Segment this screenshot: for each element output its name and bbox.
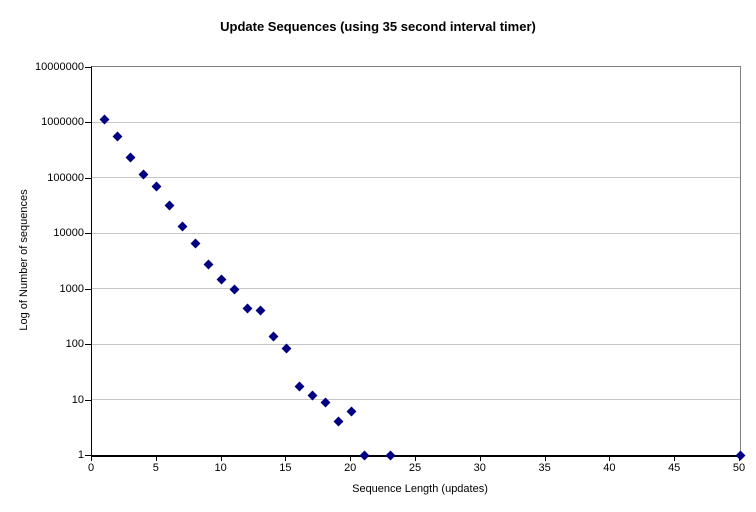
y-tick-label: 10000 <box>53 227 84 240</box>
data-point-marker <box>151 181 162 192</box>
x-tick-mark <box>479 457 481 461</box>
y-axis-title: Log of Number of sequences <box>18 189 30 331</box>
data-point-marker <box>164 200 175 211</box>
x-tick-label: 45 <box>668 462 681 474</box>
y-tick-label: 10 <box>71 393 84 406</box>
gridline <box>92 343 740 345</box>
y-tick-mark <box>85 122 91 124</box>
gridline <box>92 177 740 179</box>
x-tick-label: 35 <box>538 462 551 474</box>
x-tick-label: 10 <box>214 462 227 474</box>
data-point-marker <box>359 450 370 460</box>
data-point-marker <box>268 331 279 342</box>
x-tick-label: 25 <box>408 462 422 474</box>
y-tick-mark <box>85 67 91 68</box>
x-tick-label: 15 <box>279 462 292 474</box>
data-point-marker <box>190 238 201 249</box>
data-point-marker <box>177 222 188 232</box>
y-tick-mark <box>85 455 91 456</box>
x-tick-mark <box>739 457 740 461</box>
data-point-marker <box>203 259 214 270</box>
data-point-marker <box>333 416 344 427</box>
gridline <box>92 121 740 123</box>
gridline <box>92 232 740 234</box>
x-tick-label: 20 <box>344 462 357 474</box>
y-tick-mark <box>85 177 91 179</box>
gridline <box>92 288 740 290</box>
x-tick-label: 30 <box>473 462 486 474</box>
y-tick-mark <box>85 344 91 346</box>
data-point-marker <box>125 152 136 163</box>
data-point-marker <box>216 274 227 285</box>
x-tick-mark <box>91 457 92 461</box>
data-point-marker <box>735 450 745 460</box>
x-axis-title: Sequence Length (updates) <box>352 483 488 495</box>
y-tick-label: 100 <box>65 338 84 351</box>
y-tick-mark <box>85 233 91 235</box>
x-tick-label: 40 <box>603 462 616 474</box>
data-point-marker <box>385 450 396 460</box>
x-tick-mark <box>155 457 157 461</box>
y-tick-label: 100000 <box>47 171 84 184</box>
y-tick-label: 1 <box>77 449 84 461</box>
data-point-marker <box>255 305 266 316</box>
x-tick-mark <box>609 457 611 461</box>
x-tick-mark <box>544 457 546 461</box>
data-point-marker <box>229 284 240 295</box>
y-tick-label: 1000000 <box>41 116 84 129</box>
y-tick-mark <box>85 399 91 401</box>
x-tick-label: 5 <box>152 462 159 474</box>
plot-area <box>91 66 745 460</box>
x-tick-label: 0 <box>87 462 95 474</box>
x-tick-mark <box>415 457 416 461</box>
data-point-marker <box>112 131 123 142</box>
y-tick-label: 1000 <box>59 282 84 295</box>
data-point-marker <box>294 381 305 392</box>
x-tick-mark <box>220 457 222 461</box>
gridline <box>92 399 740 401</box>
y-tick-mark <box>85 288 91 290</box>
x-tick-label: 50 <box>732 462 746 474</box>
x-tick-mark <box>285 457 287 461</box>
data-point-marker <box>242 303 253 314</box>
data-point-marker <box>346 406 357 417</box>
chart-title: Update Sequences (using 35 second interv… <box>220 19 536 34</box>
x-tick-mark <box>350 457 352 461</box>
x-tick-mark <box>674 457 676 461</box>
y-tick-label: 10000000 <box>35 61 84 73</box>
